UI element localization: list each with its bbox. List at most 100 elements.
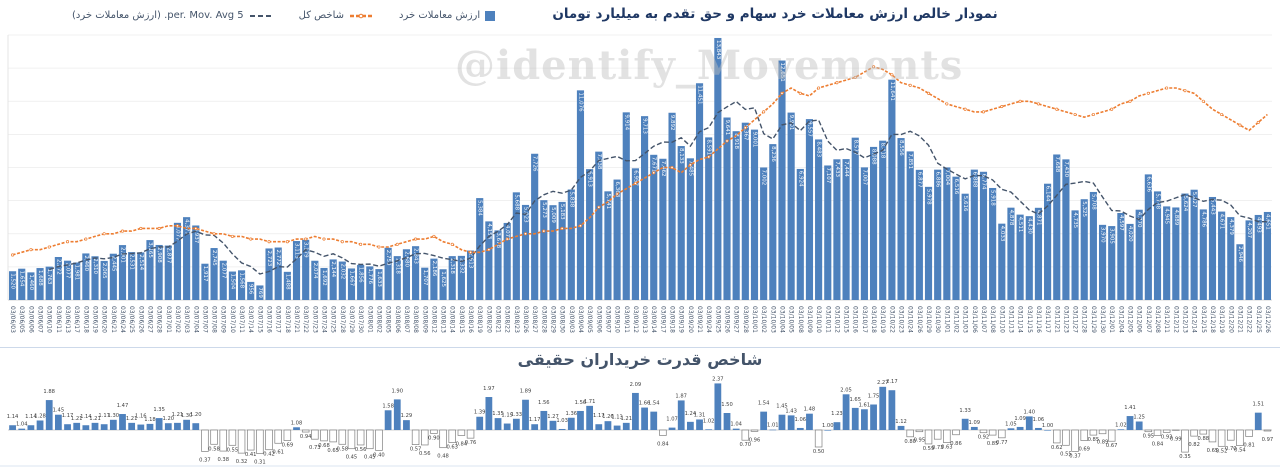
bar-positive [622, 422, 630, 430]
bar-value-label: 1.19 [501, 413, 513, 419]
bar-negative [906, 429, 914, 438]
bar [146, 240, 154, 300]
bar [338, 261, 346, 300]
bar-value-label: 2,946 [1237, 246, 1243, 262]
bar [302, 239, 310, 300]
bar-value-label: 0.61 [272, 449, 284, 455]
bar [265, 248, 273, 300]
bar [1254, 214, 1262, 300]
date-label: 03/10/04 [778, 306, 785, 333]
bar-negative [814, 429, 823, 448]
date-label: 03/10/05 [788, 306, 795, 333]
bar [769, 144, 777, 300]
bar-negative [311, 429, 319, 440]
bar-value-label: 13,843 [715, 40, 721, 60]
date-label: 03/06/24 [119, 306, 126, 333]
bar-positive [1016, 426, 1024, 430]
bar-negative [320, 429, 328, 442]
bar-positive [595, 424, 603, 430]
bar-value-label: 6,363 [614, 182, 620, 198]
bar-positive [705, 429, 713, 430]
bar-value-label: 0.85 [1088, 437, 1100, 443]
bar-value-label: 0.84 [456, 441, 468, 447]
bar [430, 258, 438, 300]
bar [100, 260, 108, 300]
date-label: 03/12/25 [1255, 306, 1262, 333]
date-label: 03/10/11 [824, 306, 831, 333]
bar-value-label: 0.45 [346, 455, 358, 461]
date-label: 03/06/26 [137, 306, 144, 333]
date-label: 03/08/19 [476, 306, 483, 333]
bar-value-label: 7,107 [825, 167, 831, 183]
bar-negative [430, 429, 438, 434]
bar-positive [879, 386, 887, 430]
bar [1062, 159, 1070, 300]
bar-value-label: 3,678 [495, 232, 501, 248]
date-label: 03/07/07 [201, 306, 208, 333]
bar-value-label: 6,924 [797, 171, 803, 187]
bar-value-label: 1.17 [593, 413, 605, 419]
bar-value-label: 0.54 [1234, 448, 1246, 454]
bar-value-label: 0.95 [1143, 434, 1155, 440]
date-label: 03/11/07 [980, 306, 987, 333]
bar-positive [183, 419, 190, 430]
top-gridlines [7, 34, 1272, 301]
date-label: 03/12/06 [1136, 306, 1143, 333]
bar [82, 253, 90, 300]
bar-value-label: 5,009 [550, 207, 556, 223]
date-label: 03/12/07 [1145, 306, 1152, 333]
bar-positive [384, 410, 392, 430]
bar-positive [476, 416, 484, 430]
bar-value-label: 1.06 [1033, 417, 1045, 423]
bar-value-label: 1.48 [804, 407, 816, 413]
bar-value-label: 1.08 [291, 420, 303, 426]
bar-value-label: 4,735 [1072, 212, 1078, 228]
bar-value-label: 0.58 [337, 446, 349, 452]
bar-value-label: 2,759 [385, 250, 391, 266]
bar-value-label: 1.43 [785, 408, 797, 414]
bar-positive [870, 404, 877, 430]
bar [1135, 209, 1143, 300]
bar-negative [219, 429, 227, 452]
bar [1117, 212, 1125, 300]
bar-positive [403, 420, 410, 430]
bar-value-label: 2,531 [129, 254, 135, 270]
date-label: 03/09/27 [733, 306, 740, 333]
date-label: 03/06/07 [37, 306, 44, 333]
bar-negative [659, 429, 667, 436]
bar [778, 60, 786, 301]
date-label: 03/10/02 [760, 306, 767, 333]
bar-value-label: 0.32 [236, 459, 248, 465]
bar-negative [1236, 429, 1244, 446]
bar-value-label: 4,207 [1246, 222, 1252, 238]
date-label: 03/07/25 [330, 306, 337, 333]
bar-value-label: 1.97 [483, 386, 495, 392]
bar-value-label: 0.69 [1078, 447, 1090, 453]
bar-positive [174, 422, 181, 430]
date-label: 03/09/25 [714, 306, 721, 333]
bar-positive [522, 399, 529, 430]
bar-positive [586, 405, 594, 430]
bar-value-label: 7,485 [687, 160, 693, 176]
bar-value-label: 0.76 [465, 440, 477, 446]
bar-value-label: 1,692 [321, 270, 327, 286]
bar [173, 222, 182, 300]
bar-negative [347, 429, 356, 450]
bar-value-label: 6,516 [953, 179, 959, 195]
bar-value-label: 5,708 [1090, 194, 1096, 210]
bar-value-label: 1.09 [969, 420, 981, 426]
bar-value-label: 2,877 [165, 248, 171, 264]
date-label: 03/07/04 [192, 306, 199, 333]
bar-value-label: 0.70 [1225, 446, 1237, 452]
date-label: 03/11/03 [962, 306, 969, 333]
bar-value-label: 1.12 [895, 419, 907, 425]
bar-value-label: 12,651 [779, 63, 785, 82]
date-label: 03/08/30 [559, 306, 566, 333]
bar-value-label: 4,153 [486, 223, 492, 239]
retail-value-bars [9, 37, 1271, 301]
bar-value-label: 2,460 [83, 255, 89, 271]
date-label: 03/07/08 [211, 306, 218, 333]
bar-positive [1254, 412, 1262, 430]
bar-positive [109, 419, 117, 430]
